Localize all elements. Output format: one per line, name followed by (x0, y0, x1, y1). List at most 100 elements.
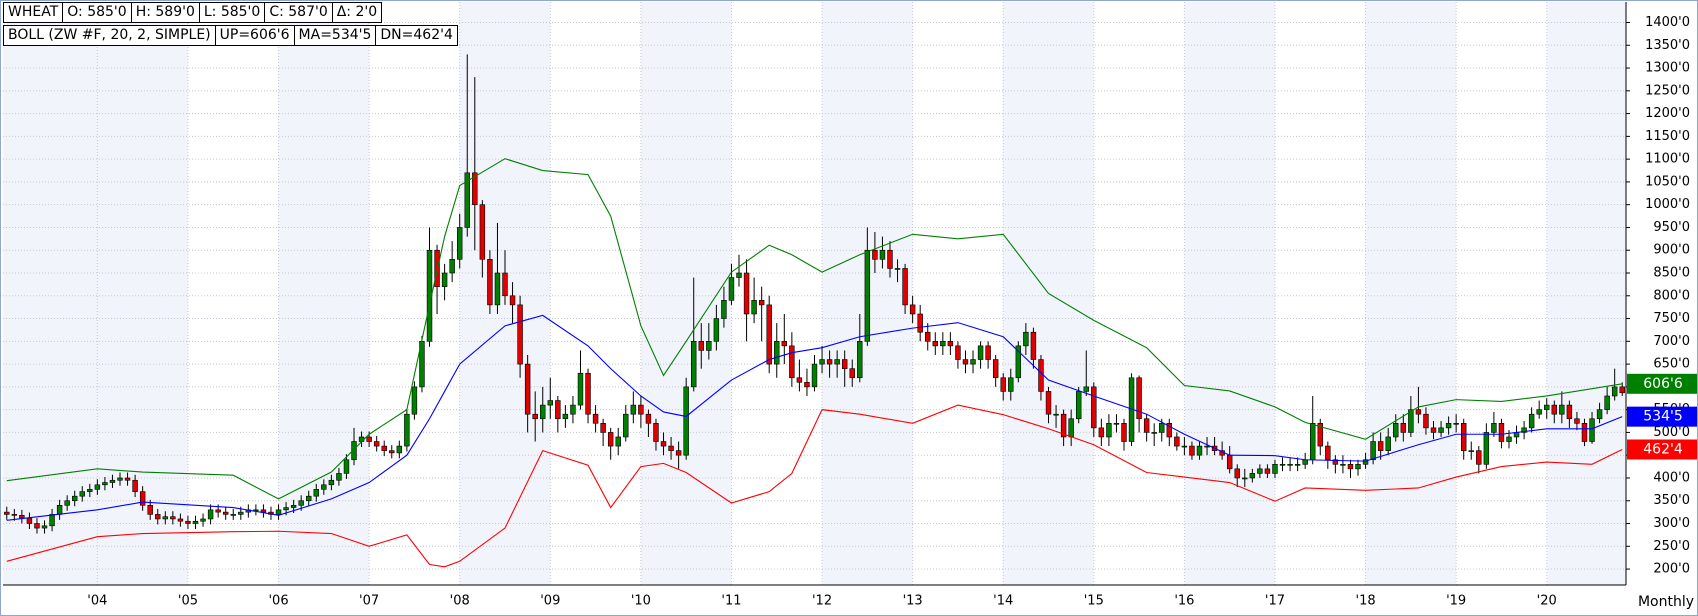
candle-body (336, 473, 342, 481)
y-tick-label: 1300'0 (1645, 61, 1690, 76)
candle-body (570, 404, 576, 415)
candle-body (56, 504, 63, 515)
symbol-info: WHEAT O: 585'0 H: 589'0 L: 585'0 C: 587'0 Δ: … (3, 2, 383, 23)
y-tick-label: 200'0 (1653, 562, 1690, 577)
candle-body (713, 318, 720, 342)
info-box: C: 587'0 (264, 2, 333, 23)
candle-body (1196, 445, 1203, 456)
candle-body (1596, 409, 1603, 420)
candle-body (1083, 386, 1089, 392)
candle-body (49, 514, 55, 527)
candle-body (200, 518, 206, 522)
candle-body (1476, 450, 1482, 465)
y-tick-label: 800'0 (1653, 288, 1690, 303)
candle-body (1264, 468, 1271, 474)
candle-body (645, 413, 652, 424)
candle-body (306, 495, 312, 502)
candle-body (721, 300, 727, 319)
candle-body (1310, 423, 1316, 461)
candle-body (502, 272, 508, 297)
candle-body (1181, 445, 1188, 448)
candle-body (1619, 386, 1625, 394)
candle-body (1091, 386, 1097, 429)
x-tick-label: '17 (1265, 594, 1285, 609)
price-badge (1627, 439, 1697, 460)
candle-body (894, 268, 901, 270)
year-shade (640, 2, 732, 585)
info-box: DN=462'4 (375, 25, 458, 46)
candle-body (313, 489, 319, 497)
candle-body (509, 295, 516, 306)
x-tick-label: '19 (1446, 594, 1466, 609)
candle-body (683, 386, 689, 456)
candle-body (1611, 386, 1618, 397)
candle-body (1362, 459, 1369, 465)
candle-body (1370, 441, 1376, 461)
y-tick-label: 1050'0 (1645, 174, 1690, 189)
candle-body (207, 509, 214, 520)
info-box: WHEAT (3, 2, 64, 23)
candle-body (577, 372, 584, 406)
candle-body (1023, 331, 1029, 347)
candle-body (947, 341, 954, 347)
candle-body (774, 341, 780, 365)
y-tick-label: 1150'0 (1645, 129, 1690, 144)
candle-body (275, 509, 282, 515)
candle-body (789, 345, 795, 379)
candle-body (215, 509, 221, 513)
y-tick-label: 950'0 (1653, 220, 1690, 235)
x-tick-label: '07 (359, 594, 379, 609)
candle-body (1430, 427, 1437, 433)
candle-body (1068, 418, 1074, 438)
x-tick-label: '04 (87, 594, 107, 609)
candle-body (630, 404, 637, 415)
candle-body (977, 345, 984, 360)
candle-body (623, 413, 629, 438)
year-shade (3, 2, 98, 585)
candle-body (728, 277, 735, 301)
indicator-info: BOLL (ZW #F, 20, 2, SIMPLE) UP=606'6 MA=53… (3, 25, 458, 46)
candle-body (389, 450, 395, 454)
candle-body (253, 509, 259, 512)
y-tick-label: 900'0 (1653, 243, 1690, 258)
x-tick-label: '18 (1356, 594, 1376, 609)
candle-body (456, 227, 463, 260)
candle-body (607, 432, 614, 447)
candle-body (698, 341, 704, 351)
candle-body (381, 445, 387, 451)
x-tick-label: '05 (178, 594, 198, 609)
candle-body (1483, 432, 1490, 465)
candle-body (902, 268, 908, 306)
candle-body (1136, 377, 1142, 420)
candle-body (1166, 423, 1173, 438)
candle-body (555, 400, 561, 420)
candle-body (562, 413, 569, 420)
candle-body (238, 511, 244, 515)
y-tick-label: 1000'0 (1645, 197, 1690, 212)
candle-body (592, 413, 599, 424)
year-shade (1365, 2, 1457, 585)
candle-body (1347, 464, 1354, 470)
candle-body (743, 272, 750, 315)
candle-body (1098, 427, 1105, 438)
candle-body (64, 500, 70, 506)
candle-body (540, 404, 546, 420)
candle-body (1453, 423, 1459, 425)
y-tick-label: 700'0 (1653, 334, 1690, 349)
candle-body (1287, 464, 1293, 466)
candle-body (1234, 468, 1240, 479)
candle-body (1574, 418, 1580, 424)
candle-body (162, 516, 169, 520)
candle-body (1272, 464, 1278, 474)
candle-body (230, 514, 236, 516)
band-line (6, 404, 1623, 568)
candle-body (87, 489, 93, 492)
info-box: O: 585'0 (62, 2, 132, 23)
candle-body (758, 300, 765, 306)
candle-body (1581, 423, 1588, 442)
candle-body (71, 495, 78, 502)
candle-body (675, 450, 682, 456)
candle-body (185, 520, 191, 524)
candle-body (781, 341, 788, 347)
